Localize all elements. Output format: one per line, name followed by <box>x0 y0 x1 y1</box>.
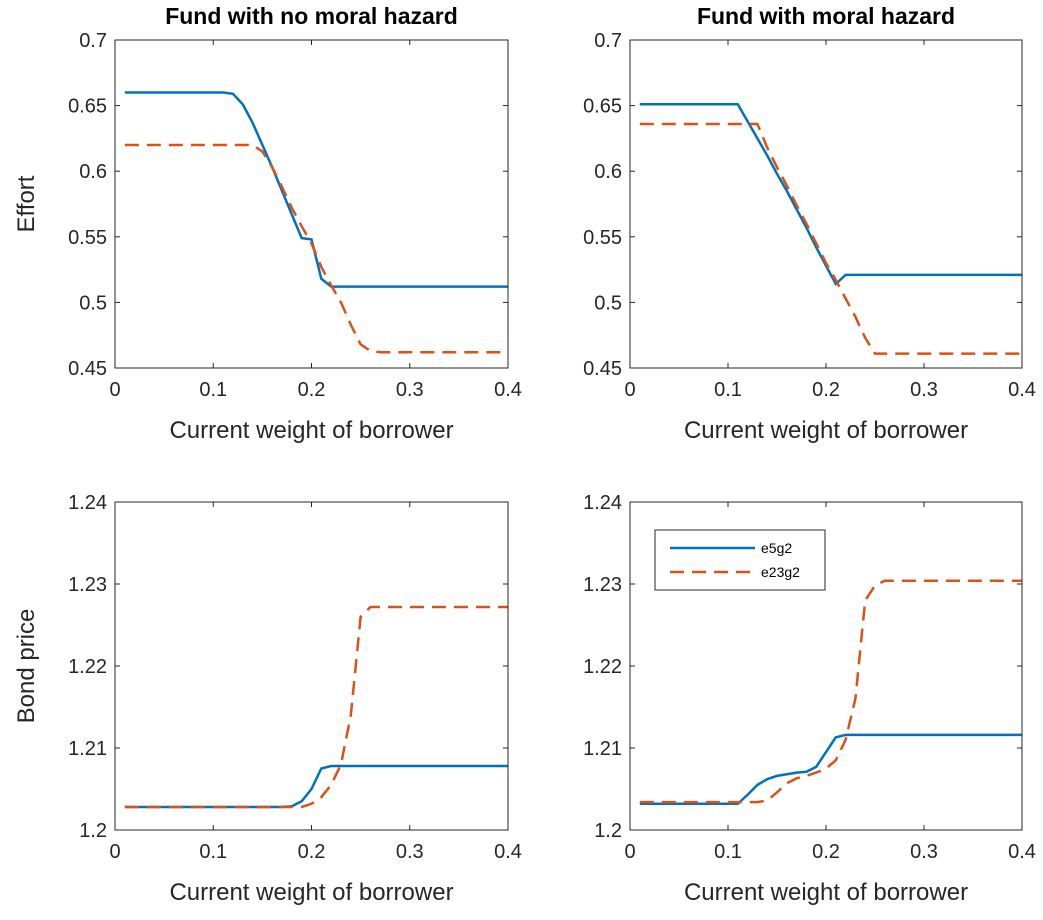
x-tick-label: 0.2 <box>812 379 840 401</box>
plot-area <box>630 40 1022 368</box>
x-tick-label: 0 <box>624 379 635 401</box>
x-tick-label: 0.4 <box>494 841 522 863</box>
series-line <box>124 91 508 288</box>
y-tick-label: 1.22 <box>68 656 107 678</box>
y-tick-label: 0.5 <box>79 292 107 314</box>
y-tick-label: 1.2 <box>79 820 107 842</box>
plot-area <box>115 502 508 830</box>
series-line <box>639 103 1022 287</box>
x-tick-label: 0 <box>109 379 120 401</box>
y-tick-label: 1.24 <box>583 492 622 514</box>
series-line <box>124 143 508 354</box>
y-tick-label: 0.45 <box>583 358 622 380</box>
y-tick-label: 1.21 <box>583 738 622 760</box>
legend-box <box>654 529 826 591</box>
x-tick-label: 0.2 <box>812 841 840 863</box>
x-axis-label: Current weight of borrower <box>169 417 453 444</box>
x-tick-label: 0.2 <box>298 379 326 401</box>
x-axis-label: Current weight of borrower <box>169 879 453 906</box>
y-tick-label: 0.5 <box>594 292 622 314</box>
plot-area <box>115 40 508 368</box>
y-tick-label: 0.55 <box>68 227 107 249</box>
chart-title: Fund with no moral hazard <box>165 3 458 29</box>
y-tick-label: 1.22 <box>583 656 622 678</box>
y-tick-label: 0.6 <box>79 161 107 183</box>
y-tick-label: 0.65 <box>583 96 622 118</box>
chart-title: Fund with moral hazard <box>697 3 955 29</box>
x-tick-label: 0.3 <box>396 379 424 401</box>
series-line <box>124 605 508 809</box>
y-tick-label: 1.23 <box>583 574 622 596</box>
y-tick-label: 1.24 <box>68 492 107 514</box>
series-line <box>639 733 1022 806</box>
y-tick-label: 0.55 <box>583 227 622 249</box>
y-tick-label: 0.65 <box>68 96 107 118</box>
y-axis-label: Bond price <box>13 609 40 724</box>
x-axis-label: Current weight of borrower <box>684 879 968 906</box>
x-tick-label: 0 <box>624 841 635 863</box>
x-tick-label: 0.2 <box>298 841 326 863</box>
y-tick-label: 0.7 <box>79 30 107 52</box>
y-tick-label: 0.6 <box>594 161 622 183</box>
legend-label: e5g2 <box>761 540 792 556</box>
x-tick-label: 0.3 <box>910 379 938 401</box>
x-tick-label: 0.4 <box>1008 379 1036 401</box>
y-tick-label: 0.45 <box>68 358 107 380</box>
x-tick-label: 0.4 <box>1008 841 1036 863</box>
series-line <box>639 122 1022 355</box>
x-tick-label: 0.1 <box>199 379 227 401</box>
x-tick-label: 0 <box>109 841 120 863</box>
x-axis-label: Current weight of borrower <box>684 417 968 444</box>
series-line <box>124 764 508 809</box>
x-tick-label: 0.1 <box>199 841 227 863</box>
y-tick-label: 1.2 <box>594 820 622 842</box>
legend-label: e23g2 <box>761 564 800 580</box>
x-tick-label: 0.1 <box>714 379 742 401</box>
x-tick-label: 0.1 <box>714 841 742 863</box>
series-line <box>639 579 1022 804</box>
y-tick-label: 1.21 <box>68 738 107 760</box>
y-tick-label: 0.7 <box>594 30 622 52</box>
y-axis-label: Effort <box>13 175 40 232</box>
x-tick-label: 0.3 <box>396 841 424 863</box>
y-tick-label: 1.23 <box>68 574 107 596</box>
x-tick-label: 0.4 <box>494 379 522 401</box>
x-tick-label: 0.3 <box>910 841 938 863</box>
